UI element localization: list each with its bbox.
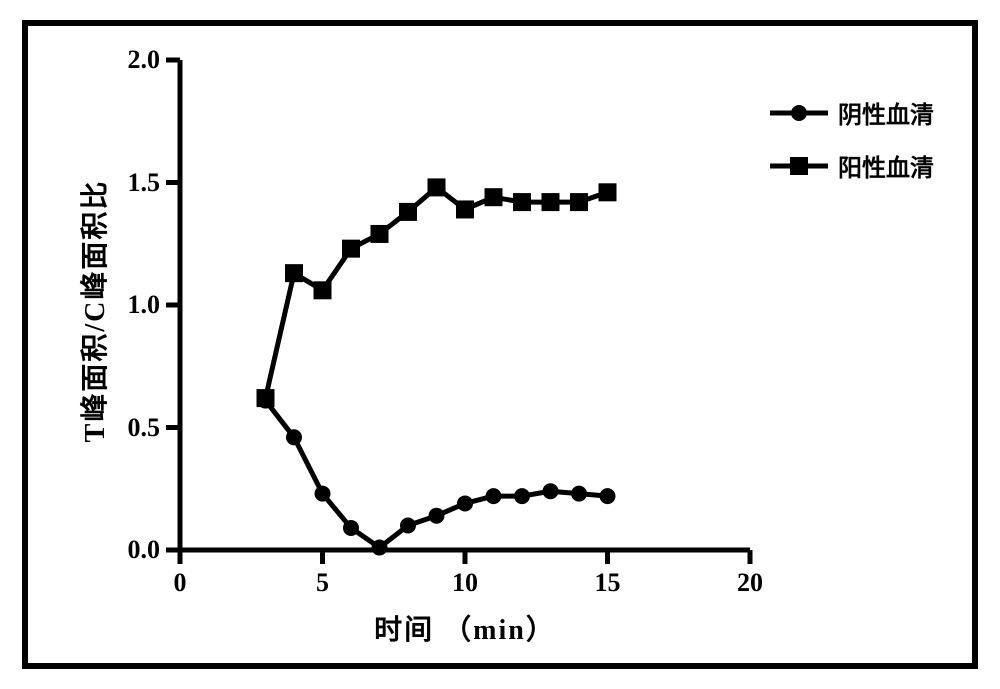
series-marker-positive	[485, 188, 503, 206]
y-tick-label: 1.0	[128, 290, 161, 320]
series-marker-positive	[456, 200, 474, 218]
legend-item-positive: 阳性血清	[770, 148, 934, 183]
series-marker-negative	[429, 508, 445, 524]
series-marker-negative	[457, 495, 473, 511]
y-tick-label: 0.5	[128, 413, 161, 443]
series-marker-negative	[514, 488, 530, 504]
x-tick-label: 20	[720, 568, 780, 598]
legend-swatch-positive	[770, 154, 828, 178]
x-tick-label: 5	[293, 568, 353, 598]
y-tick-label: 2.0	[128, 45, 161, 75]
series-marker-negative	[571, 486, 587, 502]
series-marker-positive	[570, 193, 588, 211]
series-marker-negative	[343, 520, 359, 536]
x-tick-label: 0	[150, 568, 210, 598]
series-marker-negative	[315, 486, 331, 502]
y-tick-label: 0.0	[128, 535, 161, 565]
legend-label: 阳性血清	[838, 148, 934, 183]
series-marker-positive	[542, 193, 560, 211]
series-marker-positive	[371, 225, 389, 243]
series-marker-negative	[600, 488, 616, 504]
series-marker-negative	[543, 483, 559, 499]
x-tick-label: 15	[578, 568, 638, 598]
y-tick-label: 1.5	[128, 168, 161, 198]
series-marker-negative	[286, 429, 302, 445]
series-marker-negative	[486, 488, 502, 504]
legend-swatch-negative	[770, 102, 828, 124]
series-marker-negative	[372, 540, 388, 556]
series-marker-positive	[513, 193, 531, 211]
series-marker-negative	[400, 518, 416, 534]
series-marker-positive	[599, 183, 617, 201]
series-marker-negative	[258, 393, 274, 409]
series-marker-positive	[428, 178, 446, 196]
y-axis-label: T峰面积/C峰面积比	[73, 61, 113, 561]
legend-item-negative: 阴性血清	[770, 95, 934, 130]
x-tick-label: 10	[435, 568, 495, 598]
series-marker-positive	[285, 264, 303, 282]
series-marker-positive	[399, 203, 417, 221]
series-marker-positive	[314, 281, 332, 299]
legend-label: 阴性血清	[838, 95, 934, 130]
legend: 阴性血清阳性血清	[770, 95, 934, 183]
series-marker-positive	[342, 240, 360, 258]
series-line-negative	[266, 401, 608, 548]
x-axis-label: 时间 （min）	[180, 608, 750, 648]
chart-root: T峰面积/C峰面积比 时间 （min） 0 5 10 15 20 0.0 0.5 1.0 1.…	[0, 0, 1000, 689]
